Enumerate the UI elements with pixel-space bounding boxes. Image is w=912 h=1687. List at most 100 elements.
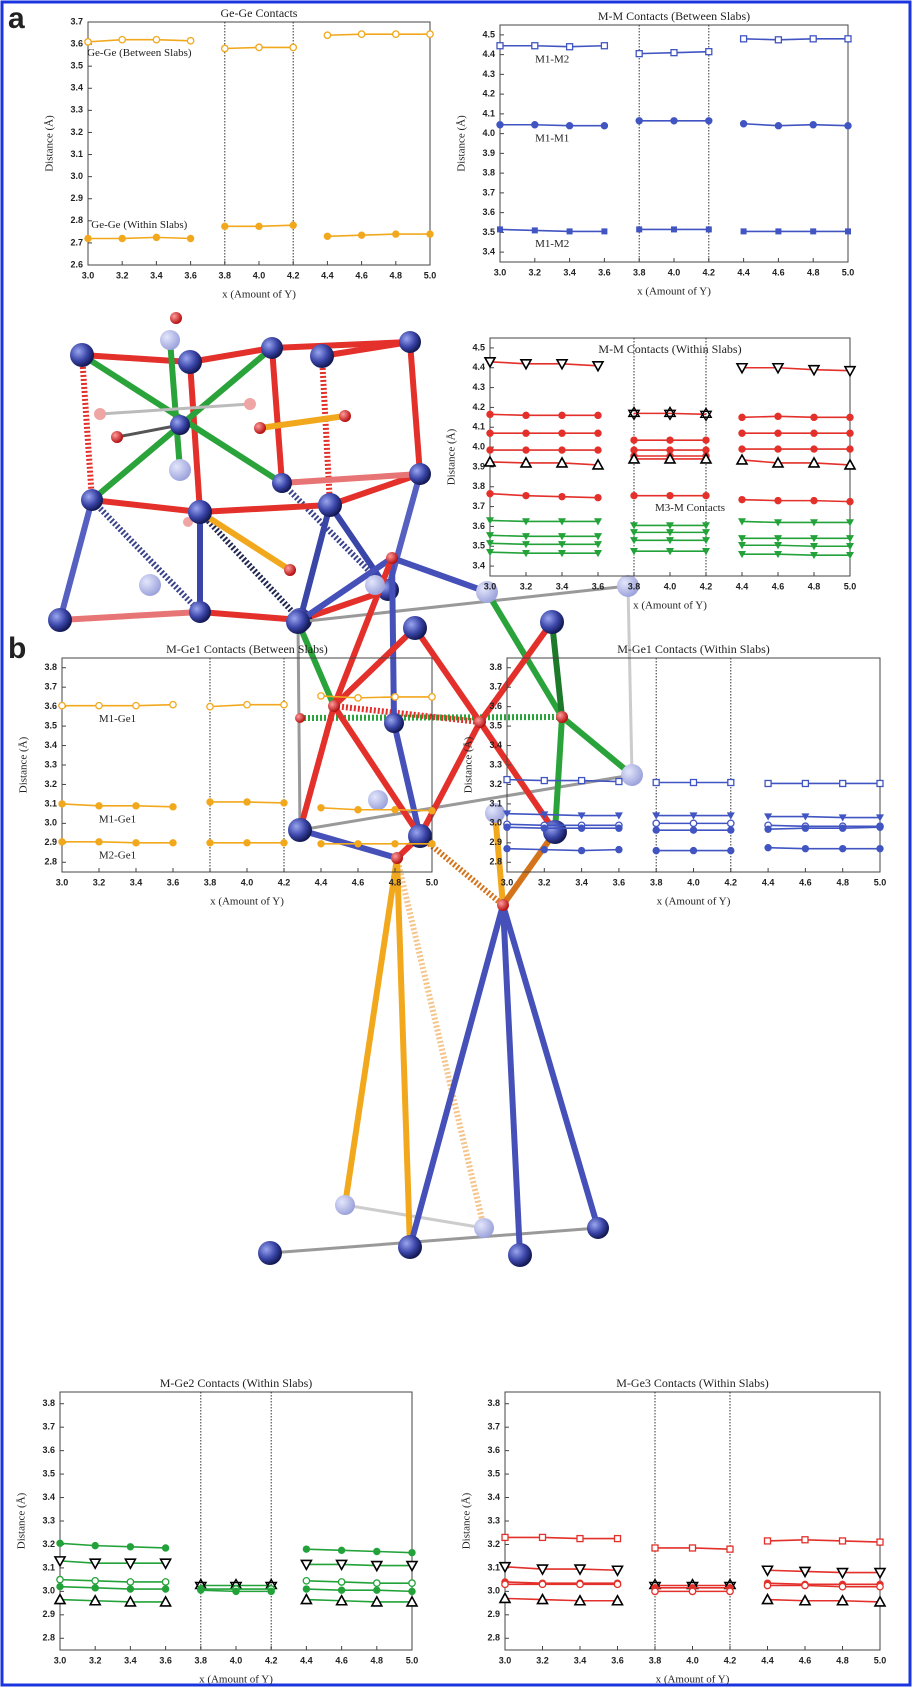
marker [324,233,330,239]
x-tick-label: 3.4 [574,1655,587,1665]
marker [765,844,771,850]
marker [636,226,642,232]
marker [85,39,91,45]
marker [616,846,622,852]
marker [877,824,883,830]
marker [706,226,712,232]
marker [170,804,176,810]
y-tick-label: 3.3 [70,105,83,115]
x-tick-label: 4.6 [772,267,785,277]
marker [728,820,734,826]
x-tick-label: 5.0 [426,877,439,887]
marker [318,805,324,811]
series-label: M1-M2 [535,238,569,250]
marker [614,1581,620,1587]
marker [281,800,287,806]
marker [487,447,493,453]
marker [281,701,287,707]
x-tick-label: 5.0 [874,1655,887,1665]
marker [504,824,510,830]
y-tick-label: 3.8 [44,662,57,672]
x-tick-label: 4.0 [253,270,266,280]
x-tick-label: 4.4 [300,1655,313,1665]
marker [57,1576,63,1582]
chart: M-M Contacts (Between Slabs)x (Amount of… [456,9,855,298]
chart-title: M-Ge3 Contacts (Within Slabs) [616,1376,769,1390]
marker [802,1537,808,1543]
plot-frame [505,1392,880,1650]
series-label: M1-Ge1 [99,813,136,825]
y-tick-label: 3.2 [42,1539,55,1549]
y-tick-label: 3.6 [472,521,485,531]
marker [427,31,433,37]
marker [244,701,250,707]
marker [338,1547,344,1553]
y-tick-label: 3.8 [472,481,485,491]
y-tick-label: 3.2 [44,779,57,789]
y-tick-label: 4.2 [482,89,495,99]
marker [775,123,781,129]
marker [727,1546,733,1552]
y-tick-label: 3.4 [482,247,495,257]
x-tick-label: 3.2 [93,877,106,887]
x-tick-label: 3.8 [649,1655,662,1665]
marker [532,43,538,49]
y-tick-label: 3.2 [70,127,83,137]
x-tick-label: 5.0 [874,877,887,887]
marker [324,32,330,38]
y-tick-label: 3.4 [472,560,485,570]
x-tick-label: 3.6 [598,267,611,277]
marker [727,1588,733,1594]
y-tick-label: 3.5 [70,61,83,71]
y-tick-label: 3.3 [487,1515,500,1525]
x-tick-label: 3.0 [501,877,514,887]
series-line [505,1598,880,1602]
marker [811,446,817,452]
series-label: Ge-Ge (Within Slabs) [91,219,187,231]
marker [409,1580,415,1586]
y-tick-label: 3.9 [482,148,495,158]
y-tick-label: 3.0 [42,1586,55,1596]
x-axis-label: x (Amount of Y) [210,896,284,908]
marker [233,1588,239,1594]
marker [567,44,573,50]
y-tick-label: 3.4 [42,1492,55,1502]
y-tick-label: 3.0 [487,1586,500,1596]
y-axis-label: Distance (Å) [44,115,56,172]
x-tick-label: 3.6 [611,1655,624,1665]
x-tick-label: 4.8 [836,1655,849,1665]
chart: Ge-Ge Contactsx (Amount of Y)Distance (Å… [44,6,437,301]
marker [802,825,808,831]
marker [810,122,816,128]
marker [153,234,159,240]
y-tick-label: 3.0 [489,818,502,828]
marker [59,702,65,708]
chart: M-M Contacts (Within Slabs)x (Amount of … [446,338,857,612]
marker [739,446,745,452]
marker [671,118,677,124]
y-tick-label: 2.9 [42,1609,55,1619]
marker [847,414,853,420]
x-tick-label: 4.4 [321,270,334,280]
x-tick-label: 5.0 [842,267,855,277]
x-tick-label: 4.0 [230,1655,243,1665]
marker [523,412,529,418]
x-tick-label: 4.8 [836,877,849,887]
marker [775,228,781,234]
marker [765,826,771,832]
marker [775,497,781,503]
x-tick-label: 4.8 [808,581,821,591]
marker [392,807,398,813]
x-tick-label: 4.6 [352,877,365,887]
marker [877,1583,883,1589]
x-tick-label: 4.0 [241,877,254,887]
y-tick-label: 3.5 [42,1468,55,1478]
marker [765,780,771,786]
y-tick-label: 4.2 [472,402,485,412]
marker [703,437,709,443]
x-tick-label: 3.2 [116,270,129,280]
marker [133,702,139,708]
marker [207,840,213,846]
x-axis-label: x (Amount of Y) [222,289,296,301]
y-tick-label: 4.0 [472,441,485,451]
